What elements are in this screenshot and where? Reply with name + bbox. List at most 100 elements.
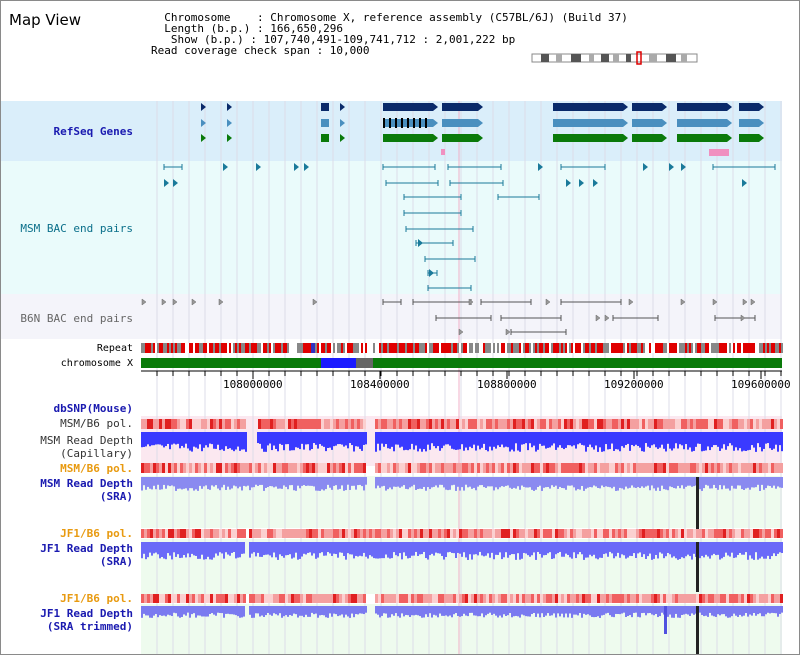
- depth-bar: [217, 477, 219, 489]
- depth-bar: [633, 432, 635, 447]
- bac-marker: [161, 298, 167, 306]
- polymorphism-cell: [432, 529, 435, 538]
- polymorphism-cell: [534, 594, 537, 603]
- polymorphism-cell: [756, 419, 759, 429]
- polymorphism-cell: [303, 419, 306, 429]
- polymorphism-cell: [165, 529, 168, 538]
- polymorphism-cell: [744, 419, 747, 429]
- polymorphism-cell: [759, 463, 762, 473]
- gene-exon: [442, 103, 478, 111]
- depth-bar: [385, 477, 387, 491]
- depth-bar: [639, 606, 641, 618]
- polymorphism-cell: [234, 529, 237, 538]
- polymorphism-cell: [474, 594, 477, 603]
- gene-marker: [201, 119, 206, 127]
- polymorphism-cell: [414, 463, 417, 473]
- chromosome-region: [321, 358, 356, 368]
- track-label-jf1-b6-pol-2: JF1/B6 pol.: [60, 592, 133, 605]
- polymorphism-cell: [705, 529, 708, 538]
- polymorphism-cell: [465, 594, 468, 603]
- depth-bar: [459, 606, 461, 617]
- depth-bar: [331, 432, 333, 450]
- polymorphism-cell: [141, 463, 144, 473]
- depth-bar: [169, 477, 171, 487]
- polymorphism-cell: [510, 529, 513, 538]
- polymorphism-cell: [597, 463, 600, 473]
- depth-bar: [377, 542, 379, 559]
- repeat-segment: [573, 343, 575, 353]
- repeat-segment: [769, 343, 771, 353]
- gene-intron-mark: [389, 118, 391, 128]
- track-label-refseq[interactable]: RefSeq Genes: [53, 125, 133, 138]
- gene-intron-mark: [413, 118, 415, 128]
- track-label-msm-bac[interactable]: MSM BAC end pairs: [20, 222, 133, 235]
- depth-bar: [699, 542, 701, 559]
- track-label-dbsnp[interactable]: dbSNP(Mouse): [53, 402, 133, 415]
- depth-bar: [239, 542, 241, 558]
- polymorphism-cell: [210, 463, 213, 473]
- depth-bar: [685, 432, 687, 445]
- depth-bar: [185, 477, 187, 489]
- depth-bar: [717, 432, 719, 447]
- depth-bar: [509, 477, 511, 488]
- depth-bar: [235, 606, 237, 616]
- depth-bar: [469, 606, 471, 613]
- polymorphism-cell: [762, 529, 765, 538]
- polymorphism-cell: [549, 529, 552, 538]
- polymorphism-cell: [549, 594, 552, 603]
- polymorphism-cell: [612, 529, 615, 538]
- polymorphism-cell: [171, 463, 174, 473]
- depth-bar: [435, 542, 437, 553]
- repeat-segment: [673, 343, 675, 353]
- polymorphism-cell: [780, 529, 783, 538]
- depth-bar: [197, 606, 199, 616]
- repeat-segment: [199, 343, 201, 353]
- polymorphism-cell: [591, 529, 594, 538]
- depth-bar: [305, 432, 307, 445]
- depth-bar: [149, 477, 151, 489]
- repeat-segment: [439, 343, 441, 353]
- depth-bar: [575, 606, 577, 615]
- depth-bar: [741, 477, 743, 490]
- depth-bar: [407, 477, 409, 490]
- depth-bar: [775, 432, 777, 445]
- depth-bar: [753, 477, 755, 488]
- depth-bar: [767, 606, 769, 613]
- depth-bar: [335, 477, 337, 486]
- polymorphism-cell: [318, 529, 321, 538]
- polymorphism-cell: [690, 463, 693, 473]
- repeat-segment: [243, 343, 245, 353]
- depth-bar: [461, 542, 463, 557]
- repeat-segment: [569, 343, 571, 353]
- polymorphism-cell: [573, 529, 576, 538]
- polymorphism-cell: [699, 594, 702, 603]
- depth-bar: [243, 477, 245, 486]
- repeat-segment: [593, 343, 595, 353]
- repeat-segment: [347, 343, 349, 353]
- depth-bar: [645, 542, 647, 559]
- depth-bar: [353, 606, 355, 618]
- track-label-b6n-bac[interactable]: B6N BAC end pairs: [20, 312, 133, 325]
- depth-bar: [589, 606, 591, 616]
- depth-bar: [493, 606, 495, 614]
- depth-bar: [189, 542, 191, 558]
- depth-bar: [755, 606, 757, 616]
- polymorphism-cell: [333, 594, 336, 603]
- polymorphism-cell: [270, 463, 273, 473]
- depth-bar: [365, 432, 367, 445]
- repeat-segment: [487, 343, 489, 353]
- depth-bar: [771, 542, 773, 557]
- depth-bar: [345, 432, 347, 446]
- polymorphism-cell: [594, 529, 597, 538]
- repeat-segment: [341, 343, 343, 353]
- polymorphism-cell: [522, 419, 525, 429]
- depth-bar: [569, 477, 571, 486]
- depth-bar: [223, 542, 225, 559]
- depth-bar: [167, 542, 169, 554]
- repeat-segment: [383, 343, 385, 353]
- depth-bar: [221, 477, 223, 488]
- polymorphism-cell: [318, 419, 321, 429]
- depth-bar: [705, 606, 707, 616]
- depth-bar: [305, 606, 307, 615]
